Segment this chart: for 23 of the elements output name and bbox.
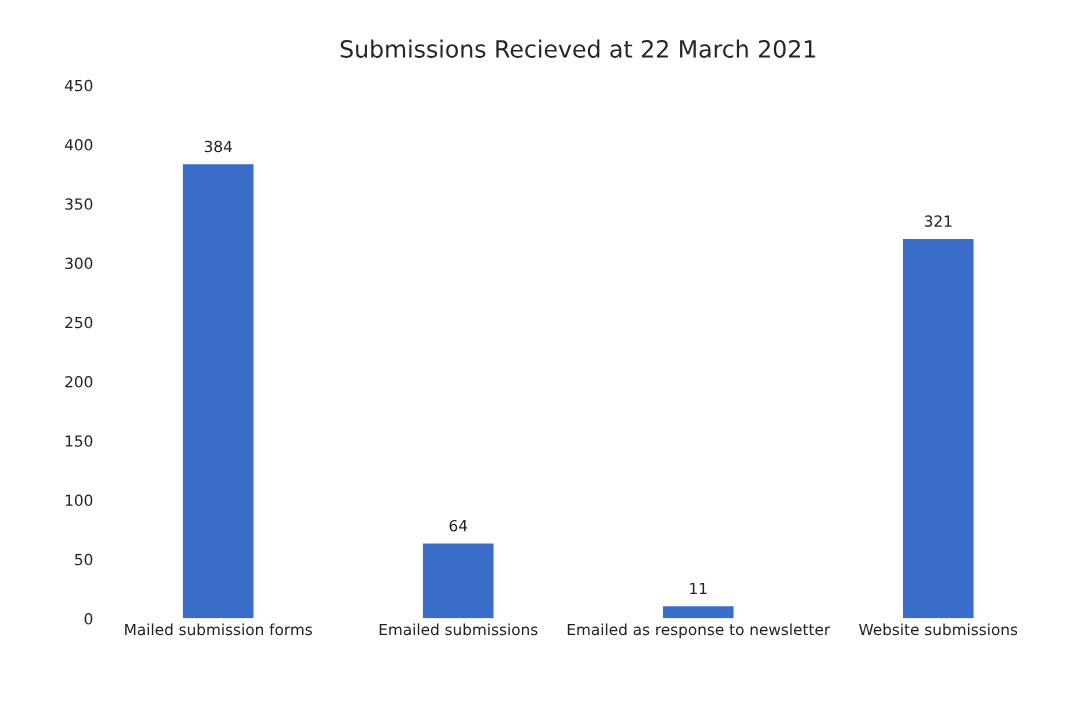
bar — [421, 542, 495, 619]
y-tick-label: 200 — [65, 376, 93, 388]
y-tick-label: 100 — [65, 494, 93, 507]
y-tick-label: 0 — [84, 613, 93, 625]
y-tick-label: 300 — [65, 257, 93, 270]
y-tick-label: 50 — [75, 553, 93, 566]
data-label: 321 — [924, 215, 952, 227]
x-tick-label: Website submissions — [859, 623, 1018, 636]
bar — [901, 237, 975, 619]
chart-title: Submissions Recieved at 22 March 2021 — [340, 39, 816, 58]
y-tick-label: 350 — [65, 198, 93, 210]
x-tick-label: Mailed submission forms — [125, 623, 312, 636]
bar — [181, 162, 255, 619]
y-tick-label: 400 — [64, 139, 93, 151]
x-tick-label: Emailed submissions — [379, 623, 538, 636]
y-tick-label: 450 — [64, 79, 93, 92]
data-label: 11 — [690, 582, 707, 595]
x-tick-label: Emailed as response to newsletter — [567, 623, 831, 639]
bar — [661, 604, 735, 619]
y-tick-label: 150 — [65, 435, 93, 447]
data-label: 384 — [204, 140, 232, 153]
y-tick-label: 250 — [65, 316, 93, 329]
data-label: 64 — [449, 519, 468, 532]
